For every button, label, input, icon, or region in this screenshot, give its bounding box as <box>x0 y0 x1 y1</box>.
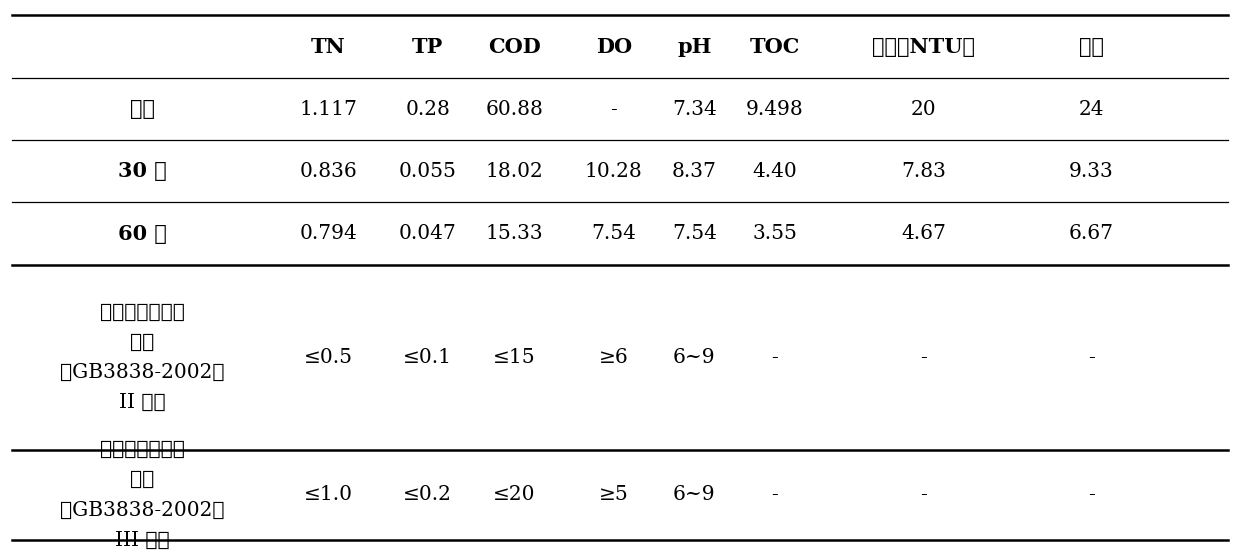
Text: DO: DO <box>595 37 632 57</box>
Text: III 类水: III 类水 <box>115 531 170 550</box>
Text: 10.28: 10.28 <box>585 162 642 181</box>
Text: 0.055: 0.055 <box>399 162 456 181</box>
Text: 0.836: 0.836 <box>300 162 357 181</box>
Text: TN: TN <box>311 37 346 57</box>
Text: -: - <box>920 485 928 505</box>
Text: 7.54: 7.54 <box>591 224 636 243</box>
Text: 标准: 标准 <box>130 470 155 489</box>
Text: 地表水环境质量: 地表水环境质量 <box>100 440 185 459</box>
Text: 色度: 色度 <box>1079 37 1104 57</box>
Text: ≤1.0: ≤1.0 <box>304 485 353 505</box>
Text: COD: COD <box>489 37 541 57</box>
Text: -: - <box>771 485 779 505</box>
Text: ≤20: ≤20 <box>494 485 536 505</box>
Text: ≥6: ≥6 <box>599 348 629 367</box>
Text: -: - <box>1087 485 1095 505</box>
Text: 7.83: 7.83 <box>901 162 946 181</box>
Text: 0.28: 0.28 <box>405 100 450 119</box>
Text: 4.40: 4.40 <box>753 162 797 181</box>
Text: ≤0.2: ≤0.2 <box>403 485 453 505</box>
Text: -: - <box>1087 348 1095 367</box>
Text: 4.67: 4.67 <box>901 224 946 243</box>
Text: TP: TP <box>412 37 444 57</box>
Text: -: - <box>920 348 928 367</box>
Text: 地表水环境质量: 地表水环境质量 <box>100 302 185 322</box>
Text: 60 天: 60 天 <box>118 224 167 244</box>
Text: II 类水: II 类水 <box>119 394 166 412</box>
Text: （GB3838-2002）: （GB3838-2002） <box>61 501 224 519</box>
Text: ≤0.1: ≤0.1 <box>403 348 453 367</box>
Text: 60.88: 60.88 <box>486 100 543 119</box>
Text: 6.67: 6.67 <box>1069 224 1114 243</box>
Text: 15.33: 15.33 <box>486 224 543 243</box>
Text: 7.54: 7.54 <box>672 224 717 243</box>
Text: 30 天: 30 天 <box>118 161 167 181</box>
Text: 8.37: 8.37 <box>672 162 717 181</box>
Text: ≤15: ≤15 <box>494 348 536 367</box>
Text: TOC: TOC <box>750 37 800 57</box>
Text: 6~9: 6~9 <box>673 348 715 367</box>
Text: 9.33: 9.33 <box>1069 162 1114 181</box>
Text: 7.34: 7.34 <box>672 100 717 119</box>
Text: 原水: 原水 <box>130 99 155 119</box>
Text: 0.047: 0.047 <box>399 224 456 243</box>
Text: （GB3838-2002）: （GB3838-2002） <box>61 363 224 382</box>
Text: 6~9: 6~9 <box>673 485 715 505</box>
Text: 24: 24 <box>1079 100 1104 119</box>
Text: 测度（NTU）: 测度（NTU） <box>872 37 976 57</box>
Text: 20: 20 <box>911 100 936 119</box>
Text: -: - <box>610 100 618 119</box>
Text: ≥5: ≥5 <box>599 485 629 505</box>
Text: pH: pH <box>677 37 712 57</box>
Text: 标准: 标准 <box>130 333 155 352</box>
Text: 3.55: 3.55 <box>753 224 797 243</box>
Text: 18.02: 18.02 <box>486 162 543 181</box>
Text: 1.117: 1.117 <box>300 100 357 119</box>
Text: -: - <box>771 348 779 367</box>
Text: ≤0.5: ≤0.5 <box>304 348 353 367</box>
Text: 0.794: 0.794 <box>300 224 357 243</box>
Text: 9.498: 9.498 <box>746 100 804 119</box>
